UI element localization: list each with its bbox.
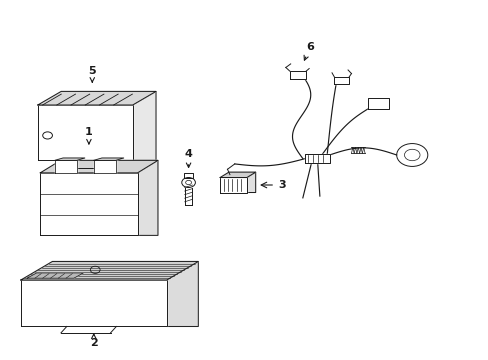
Polygon shape [132, 91, 156, 160]
Polygon shape [55, 158, 85, 160]
Polygon shape [166, 261, 198, 327]
Polygon shape [94, 160, 116, 173]
Polygon shape [21, 261, 198, 280]
Circle shape [185, 180, 191, 185]
Polygon shape [40, 160, 158, 173]
Polygon shape [368, 98, 388, 109]
Polygon shape [137, 160, 158, 235]
Polygon shape [38, 105, 132, 160]
Text: 2: 2 [90, 334, 98, 348]
Polygon shape [305, 154, 329, 163]
Polygon shape [220, 177, 246, 193]
Text: 4: 4 [184, 149, 192, 167]
Polygon shape [289, 71, 305, 79]
Text: 5: 5 [88, 66, 96, 82]
Polygon shape [38, 91, 156, 105]
Polygon shape [40, 173, 137, 235]
Circle shape [396, 144, 427, 166]
Polygon shape [21, 280, 166, 327]
Polygon shape [94, 158, 123, 160]
Text: 1: 1 [85, 127, 93, 144]
Polygon shape [27, 273, 83, 278]
Text: 6: 6 [304, 42, 313, 60]
Polygon shape [246, 172, 255, 193]
Polygon shape [334, 77, 348, 84]
Text: 3: 3 [278, 180, 285, 190]
Polygon shape [184, 173, 193, 178]
Polygon shape [55, 160, 77, 173]
Circle shape [182, 177, 195, 188]
Polygon shape [220, 172, 255, 177]
Circle shape [404, 149, 419, 161]
